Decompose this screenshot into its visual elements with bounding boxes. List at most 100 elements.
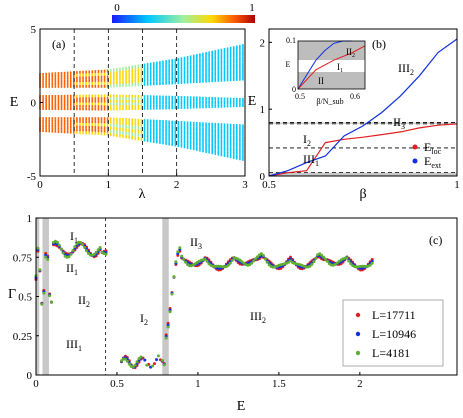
panel-a-ylabel: E <box>10 95 19 110</box>
panel-c-point-365 <box>94 250 98 254</box>
panel-a-ticks: 0 1 2 3-505 <box>27 24 248 191</box>
colorbar: 0 1 <box>112 2 255 23</box>
panel-c-point-427 <box>228 261 232 265</box>
panel-c-ytick-label-0: 0 <box>27 370 33 382</box>
panel-b-label-iii1: III1 <box>303 152 319 168</box>
panel-c-shade-2 <box>162 218 169 375</box>
panel-c-point-358 <box>81 243 85 246</box>
panel-c-point-339 <box>44 255 48 259</box>
panel-b-series-e-ext <box>268 38 458 177</box>
panel-b-xlabel: β <box>359 187 366 202</box>
panel-c-point-414 <box>203 257 207 261</box>
panel-a-label: (a) <box>52 37 65 51</box>
inset-ytick-bottom: 0 <box>292 85 296 94</box>
panel-c-point-351 <box>67 255 71 259</box>
panel-c-point-426 <box>226 263 230 267</box>
colorbar-gradient <box>112 15 255 23</box>
panel-c-point-375 <box>127 362 131 366</box>
legend-dot-eloc <box>412 144 418 150</box>
inset-xtick-left: 0.5 <box>295 92 305 101</box>
panel-c-point-360 <box>85 249 88 253</box>
panel-c-point-499 <box>368 263 372 267</box>
panel-c-point-471 <box>314 256 318 260</box>
panel-b-series-e-loc <box>268 123 458 177</box>
panel-c-point-353 <box>71 249 75 252</box>
panel-a-xtick-label-1: 1 <box>106 179 112 191</box>
panel-c-xtick-label-3: 1.5 <box>272 378 286 390</box>
panel-c-point-336 <box>38 268 42 272</box>
panel-c-point-441 <box>256 255 259 259</box>
panel-c-point-393 <box>162 363 166 367</box>
panel-c-ytick-label-2: 0.5 <box>18 292 32 304</box>
panel-c-point-352 <box>69 252 73 256</box>
panel-c-ytick-label-3: 0.75 <box>13 252 33 264</box>
panel-c-point-359 <box>83 246 87 249</box>
panel-c-point-342 <box>50 300 53 304</box>
panel-c-point-390 <box>156 354 160 358</box>
panel-c-point-216 <box>143 358 147 362</box>
panel-c-xtick-label-4: 2 <box>357 378 363 390</box>
legend-dot-l17711 <box>355 312 361 318</box>
panel-c-point-398 <box>172 275 176 279</box>
panel-a: 0 1 2 3-505 (a) λ E <box>10 24 249 202</box>
panel-c-ytick-label-1: 0.25 <box>13 331 33 343</box>
panel-c-point-469 <box>310 262 314 266</box>
panel-c-point-399 <box>174 260 178 264</box>
panel-c-point-445 <box>263 257 267 261</box>
panel-b-ytick-label-1: 1 <box>260 104 266 116</box>
panel-a-xtick-label-3: 3 <box>242 179 248 191</box>
panel-c-point-415 <box>205 259 209 263</box>
panel-c-shade-1 <box>42 218 49 375</box>
panel-a-ytick-label-0: -5 <box>27 171 37 183</box>
panel-c-point-474 <box>320 253 324 257</box>
legend-dot-eext <box>412 158 418 164</box>
panel-c-ytick-label-4: 1 <box>27 213 33 225</box>
panel-c-region-labels: I1 II1 II2 II3 III1 I2 III2 <box>66 229 266 353</box>
panel-c: 0 0.5 1 1.5 2 0 0.25 0.5 0.75 1 (c) E Γ I1 II1 II… <box>8 213 458 414</box>
legend-label-l4181: L=4181 <box>372 346 410 360</box>
panel-c-point-475 <box>322 255 326 259</box>
panel-b-ytick-label-0: 0 <box>260 171 266 183</box>
panel-c-point-357 <box>79 241 83 244</box>
panel-a-xlabel: λ <box>139 187 146 202</box>
inset-xlabel: β/N_sub <box>316 97 343 106</box>
panel-c-point-335 <box>36 246 40 250</box>
panel-c-point-337 <box>40 302 44 306</box>
legend-dot-l10946 <box>355 331 361 337</box>
panel-c-point-346 <box>57 243 61 247</box>
inset-frame <box>297 40 366 90</box>
panel-b-label: (b) <box>372 37 386 51</box>
panel-b-ticks: 0.5 1 0 1 2 <box>260 37 460 191</box>
inset-label-ii: II <box>318 76 324 86</box>
panel-c-point-392 <box>160 358 164 362</box>
panel-c-xtick-label-1: 0.5 <box>110 378 124 390</box>
panel-c-point-379 <box>135 360 139 364</box>
panel-c-point-401 <box>178 246 182 250</box>
panel-c-point-374 <box>125 359 129 363</box>
panel-c-point-416 <box>207 262 211 266</box>
panel-c-label-ii2: II2 <box>78 293 90 309</box>
panel-c-point-384 <box>145 363 149 367</box>
panel-c-label: (c) <box>429 233 442 247</box>
panel-c-point-443 <box>259 252 263 256</box>
legend-label-l10946: L=10946 <box>372 327 416 341</box>
panel-c-point-378 <box>133 363 137 367</box>
panel-c-point-341 <box>48 294 52 298</box>
panel-c-point-476 <box>324 257 327 261</box>
panel-c-point-428 <box>230 258 234 262</box>
panel-c-point-345 <box>55 240 59 244</box>
panel-b-xtick-label-1: 1 <box>454 179 460 191</box>
legend-label-l17711: L=17711 <box>372 308 416 322</box>
inset-ylabel: E <box>286 60 291 69</box>
panel-b-label-iii2: III2 <box>398 61 414 77</box>
panel-c-point-458 <box>289 259 292 263</box>
panel-c-point-366 <box>96 248 100 252</box>
panel-c-point-444 <box>261 253 265 257</box>
inset-white-band <box>298 60 365 72</box>
panel-c-xlabel: E <box>237 399 246 414</box>
panel-b-frame <box>268 28 458 177</box>
panel-c-point-373 <box>123 357 127 361</box>
panel-c-label-i2: I2 <box>140 311 148 327</box>
